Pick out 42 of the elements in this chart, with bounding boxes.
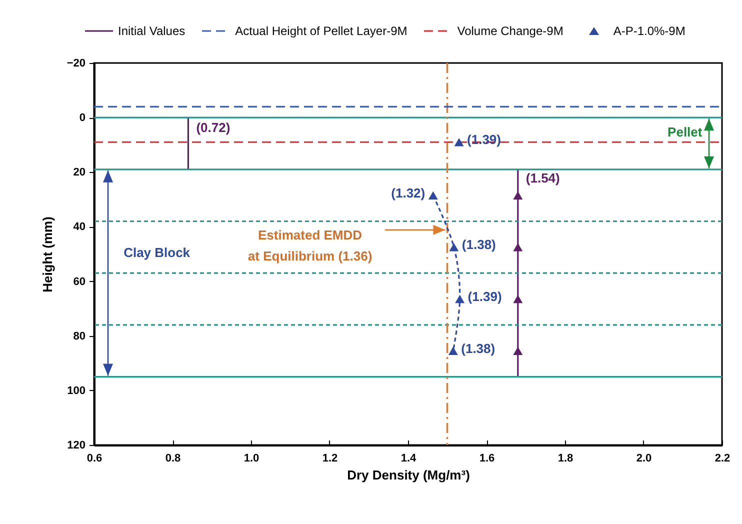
x-tick-label: 0.6: [86, 452, 102, 464]
x-axis-title: Dry Density (Mg/m³): [347, 468, 470, 482]
annotation: Clay Block: [124, 244, 191, 260]
x-tick-label: 2.0: [636, 452, 652, 464]
annotation: (1.38): [461, 340, 496, 356]
legend-label: A-P-1.0%-9M: [613, 24, 686, 38]
x-tick-label: 1.0: [244, 452, 260, 464]
y-axis-title: Height (mm): [40, 216, 55, 292]
annotation: (1.38): [462, 237, 496, 252]
legend-label: Actual Height of Pellet Layer-9M: [235, 24, 408, 38]
point: [449, 243, 459, 252]
legend-label: Volume Change-9M: [457, 24, 564, 38]
x-tick-label: 0.8: [165, 452, 181, 464]
y-tick-label: −20: [66, 58, 86, 70]
annotation: (1.32): [391, 185, 426, 200]
point: [513, 191, 523, 200]
point: [513, 243, 523, 252]
point: [454, 138, 464, 146]
annotation: (1.39): [467, 132, 501, 148]
point: [513, 346, 523, 355]
point: [448, 346, 458, 355]
annotation: Estimated EMDD at Equilibrium (1.36): [248, 228, 372, 264]
y-tick-label: 120: [67, 440, 86, 452]
y-tick-label: 0: [79, 112, 86, 124]
y-tick-label: 60: [73, 276, 86, 288]
annotation: (0.72): [196, 120, 230, 135]
annotation: Pellet: [668, 124, 703, 140]
x-tick-label: 1.4: [400, 452, 418, 464]
x-tick-label: 1.8: [558, 452, 574, 464]
y-tick-label: 80: [73, 330, 86, 342]
point: [513, 294, 523, 304]
x-tick-label: 2.2: [714, 452, 730, 464]
y-tick-label: 20: [73, 166, 86, 179]
annotation: (1.39): [468, 289, 502, 304]
x-tick-label: 1.6: [479, 452, 495, 464]
annotation: (1.54): [526, 170, 560, 186]
y-tick-label: 40: [73, 221, 86, 234]
point: [455, 294, 465, 304]
y-tick-label: 100: [67, 384, 86, 397]
legend-label: Initial Values: [118, 24, 186, 38]
x-tick-label: 1.2: [322, 452, 338, 464]
point: [428, 191, 438, 200]
